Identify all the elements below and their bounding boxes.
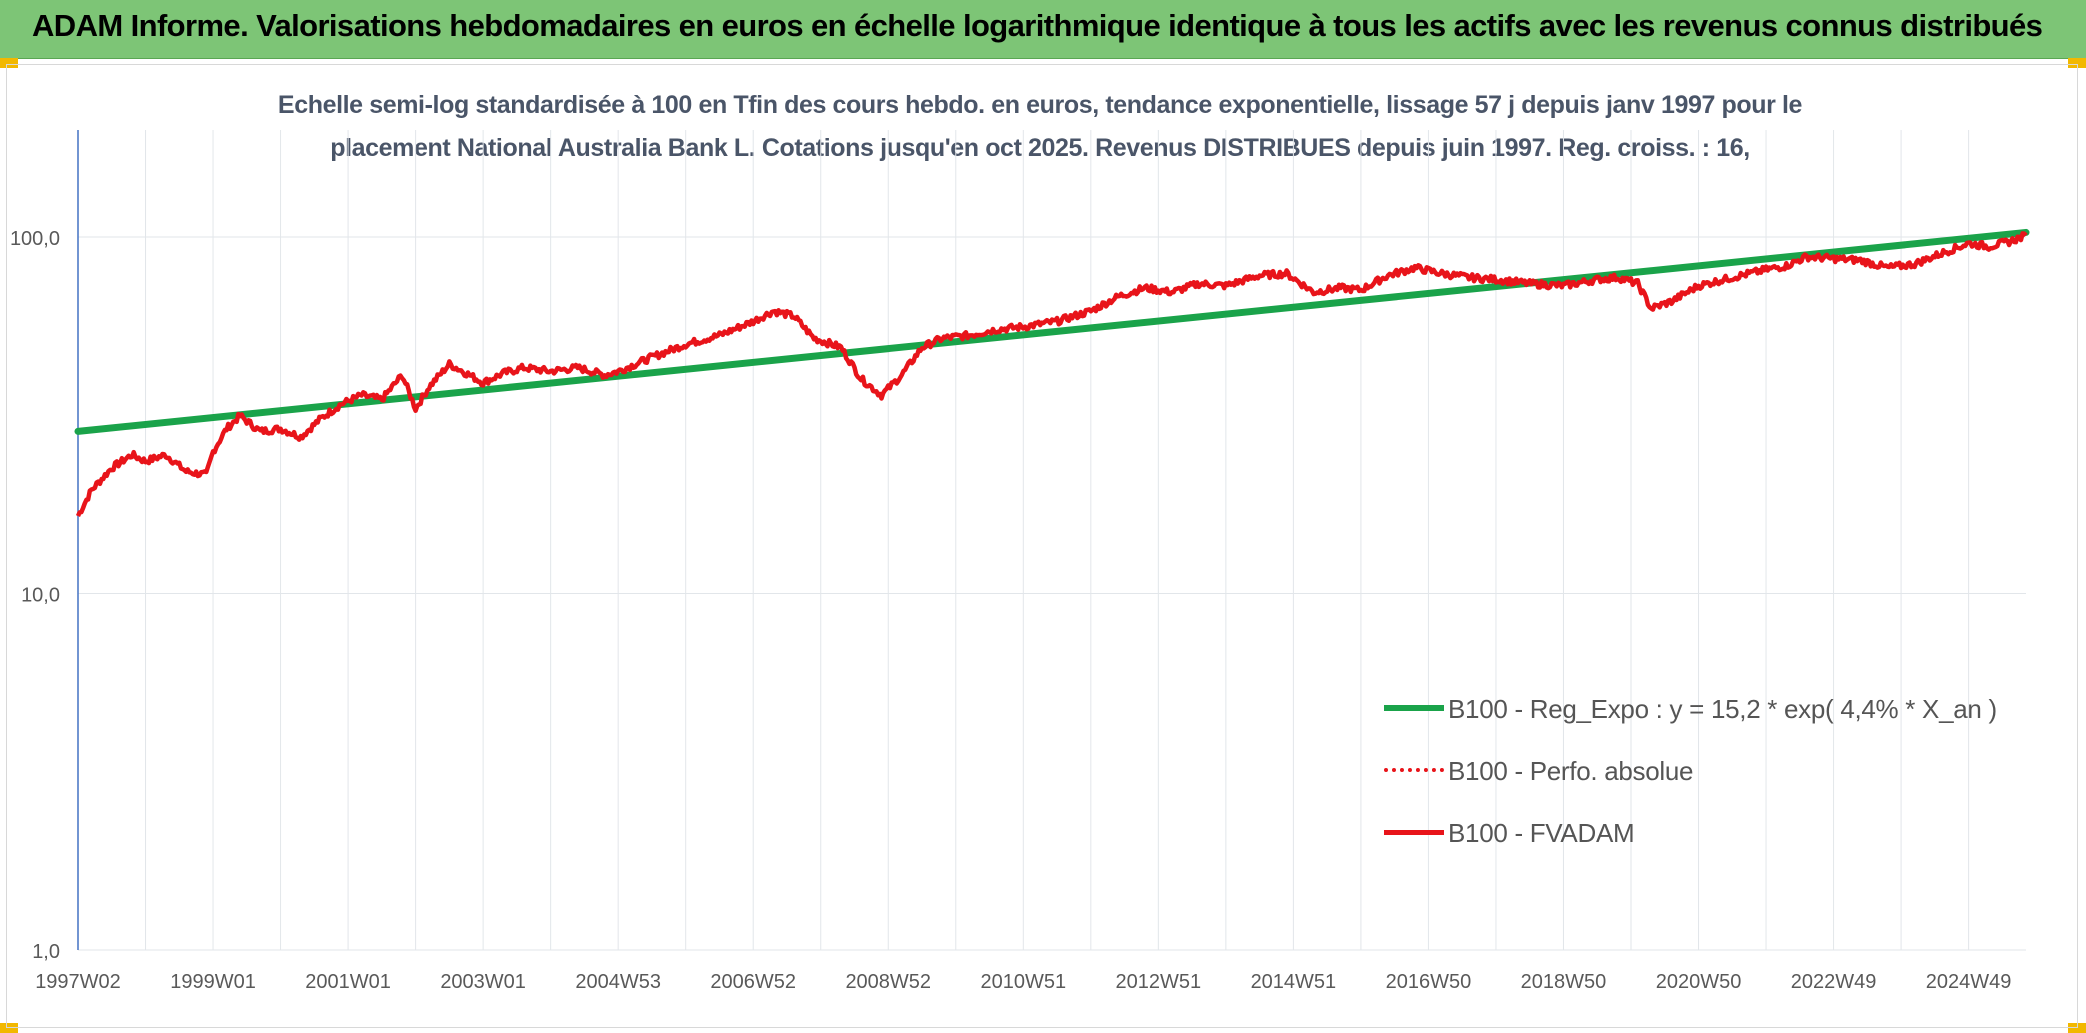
y-tick-label: 100,0 bbox=[10, 228, 60, 250]
legend-label-perfo: B100 - Perfo. absolue bbox=[1448, 756, 1694, 786]
x-tick-label: 2010W51 bbox=[980, 971, 1066, 993]
x-tick-label: 2014W51 bbox=[1251, 971, 1337, 993]
x-tick-label: 2008W52 bbox=[845, 971, 931, 993]
x-tick-label: 1997W02 bbox=[35, 971, 121, 993]
legend-swatch-perfo bbox=[1384, 768, 1444, 772]
x-tick-label: 2022W49 bbox=[1791, 971, 1877, 993]
report-banner: ADAM Informe. Valorisations hebdomadaire… bbox=[0, 0, 2086, 59]
x-tick-label: 2018W50 bbox=[1521, 971, 1607, 993]
legend-swatch-fvadam bbox=[1384, 830, 1444, 835]
x-tick-label: 2020W50 bbox=[1656, 971, 1742, 993]
corner-mark-top-left bbox=[0, 58, 18, 68]
x-tick-label: 1999W01 bbox=[170, 971, 256, 993]
x-tick-label: 2012W51 bbox=[1116, 971, 1202, 993]
x-tick-label: 2024W49 bbox=[1926, 971, 2012, 993]
corner-mark-bottom-right bbox=[2068, 1023, 2086, 1033]
series-line-fvadam bbox=[75, 231, 2028, 517]
chart-frame bbox=[6, 64, 2078, 1028]
x-tick-label: 2006W52 bbox=[710, 971, 796, 993]
legend-swatch-trend bbox=[1384, 705, 1444, 711]
x-tick-label: 2003W01 bbox=[440, 971, 526, 993]
y-tick-label: 10,0 bbox=[21, 585, 60, 607]
chart-title-line-1: Echelle semi-log standardisée à 100 en T… bbox=[277, 91, 1803, 119]
chart-title-line-2: placement National Australia Bank L. Cot… bbox=[330, 134, 1750, 162]
corner-mark-top-right bbox=[2068, 58, 2086, 68]
corner-mark-bottom-left bbox=[0, 1023, 18, 1033]
series-line-trend bbox=[74, 228, 2030, 435]
legend-label-fvadam: B100 - FVADAM bbox=[1448, 818, 1635, 848]
report-title: ADAM Informe. Valorisations hebdomadaire… bbox=[32, 8, 2043, 43]
x-tick-label: 2001W01 bbox=[305, 971, 391, 993]
legend-label-trend: B100 - Reg_Expo : y = 15,2 * exp( 4,4% *… bbox=[1448, 694, 1997, 724]
y-tick-label: 1,0 bbox=[32, 941, 60, 963]
x-tick-label: 2004W53 bbox=[575, 971, 661, 993]
x-tick-label: 2016W50 bbox=[1386, 971, 1472, 993]
